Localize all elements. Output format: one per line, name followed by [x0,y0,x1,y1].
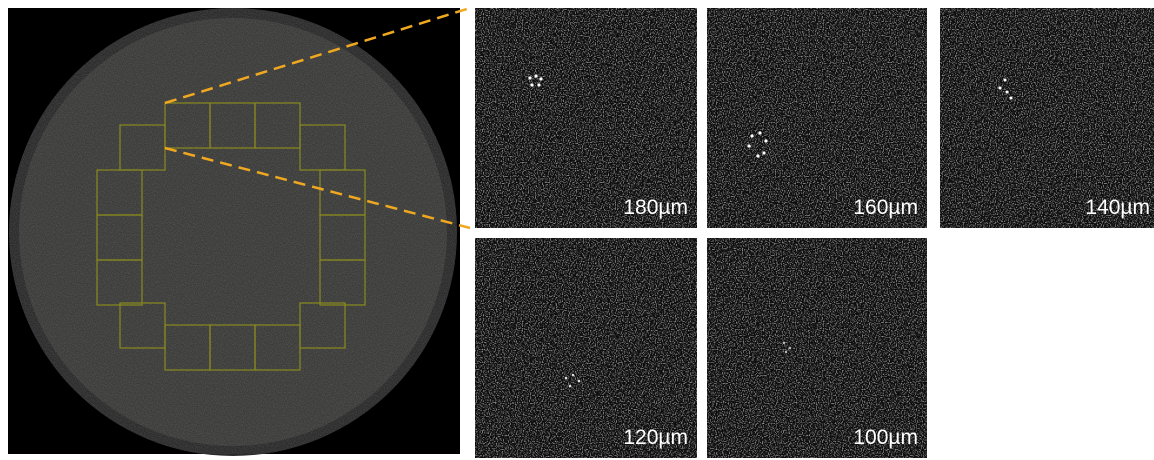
panel: 100µm [707,238,927,458]
figure: 180µm 160µm 140µm 120µm 100µm [0,0,1154,460]
panel: 160µm [707,8,927,228]
panel-label: 100µm [853,426,918,449]
panel: 140µm [940,8,1154,228]
panel-label: 120µm [623,426,688,449]
panel: 120µm [475,238,697,458]
panel-label: 160µm [853,196,918,219]
panel-label: 180µm [623,196,688,219]
panel: 180µm [475,8,697,228]
ct-image [8,8,460,456]
panel-label: 140µm [1085,196,1150,219]
